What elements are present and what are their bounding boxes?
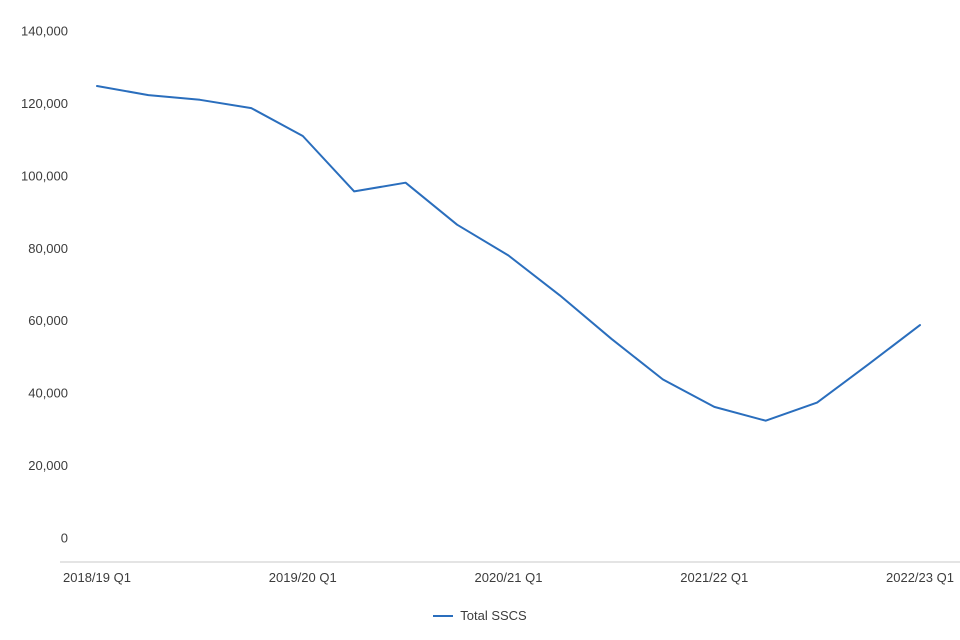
x-tick-label: 2021/22 Q1 (680, 570, 748, 585)
x-tick-label: 2020/21 Q1 (475, 570, 543, 585)
y-tick-label: 140,000 (21, 24, 68, 39)
y-tick-label: 100,000 (21, 168, 68, 183)
x-axis-tick-labels: 2018/19 Q1 2019/20 Q1 2020/21 Q1 2021/22 Q1… (63, 570, 954, 585)
line-chart: 0 20,000 40,000 60,000 80,000 100,000 120,000 1… (21, 24, 960, 585)
y-tick-label: 20,000 (28, 458, 68, 473)
x-tick-label: 2022/23 Q1 (886, 570, 954, 585)
legend-line-swatch (433, 614, 454, 617)
x-tick-label: 2019/20 Q1 (269, 570, 337, 585)
y-tick-label: 0 (61, 531, 68, 546)
y-tick-label: 60,000 (28, 313, 68, 328)
total-sscs-line (96, 85, 921, 422)
legend: Total SSCS (0, 608, 960, 623)
y-tick-label: 80,000 (28, 241, 68, 256)
y-tick-label: 40,000 (28, 386, 68, 401)
x-tick-label: 2018/19 Q1 (63, 570, 131, 585)
y-tick-label: 120,000 (21, 96, 68, 111)
y-axis-tick-labels: 0 20,000 40,000 60,000 80,000 100,000 120,000 1… (21, 24, 68, 546)
legend-label: Total SSCS (460, 608, 527, 623)
